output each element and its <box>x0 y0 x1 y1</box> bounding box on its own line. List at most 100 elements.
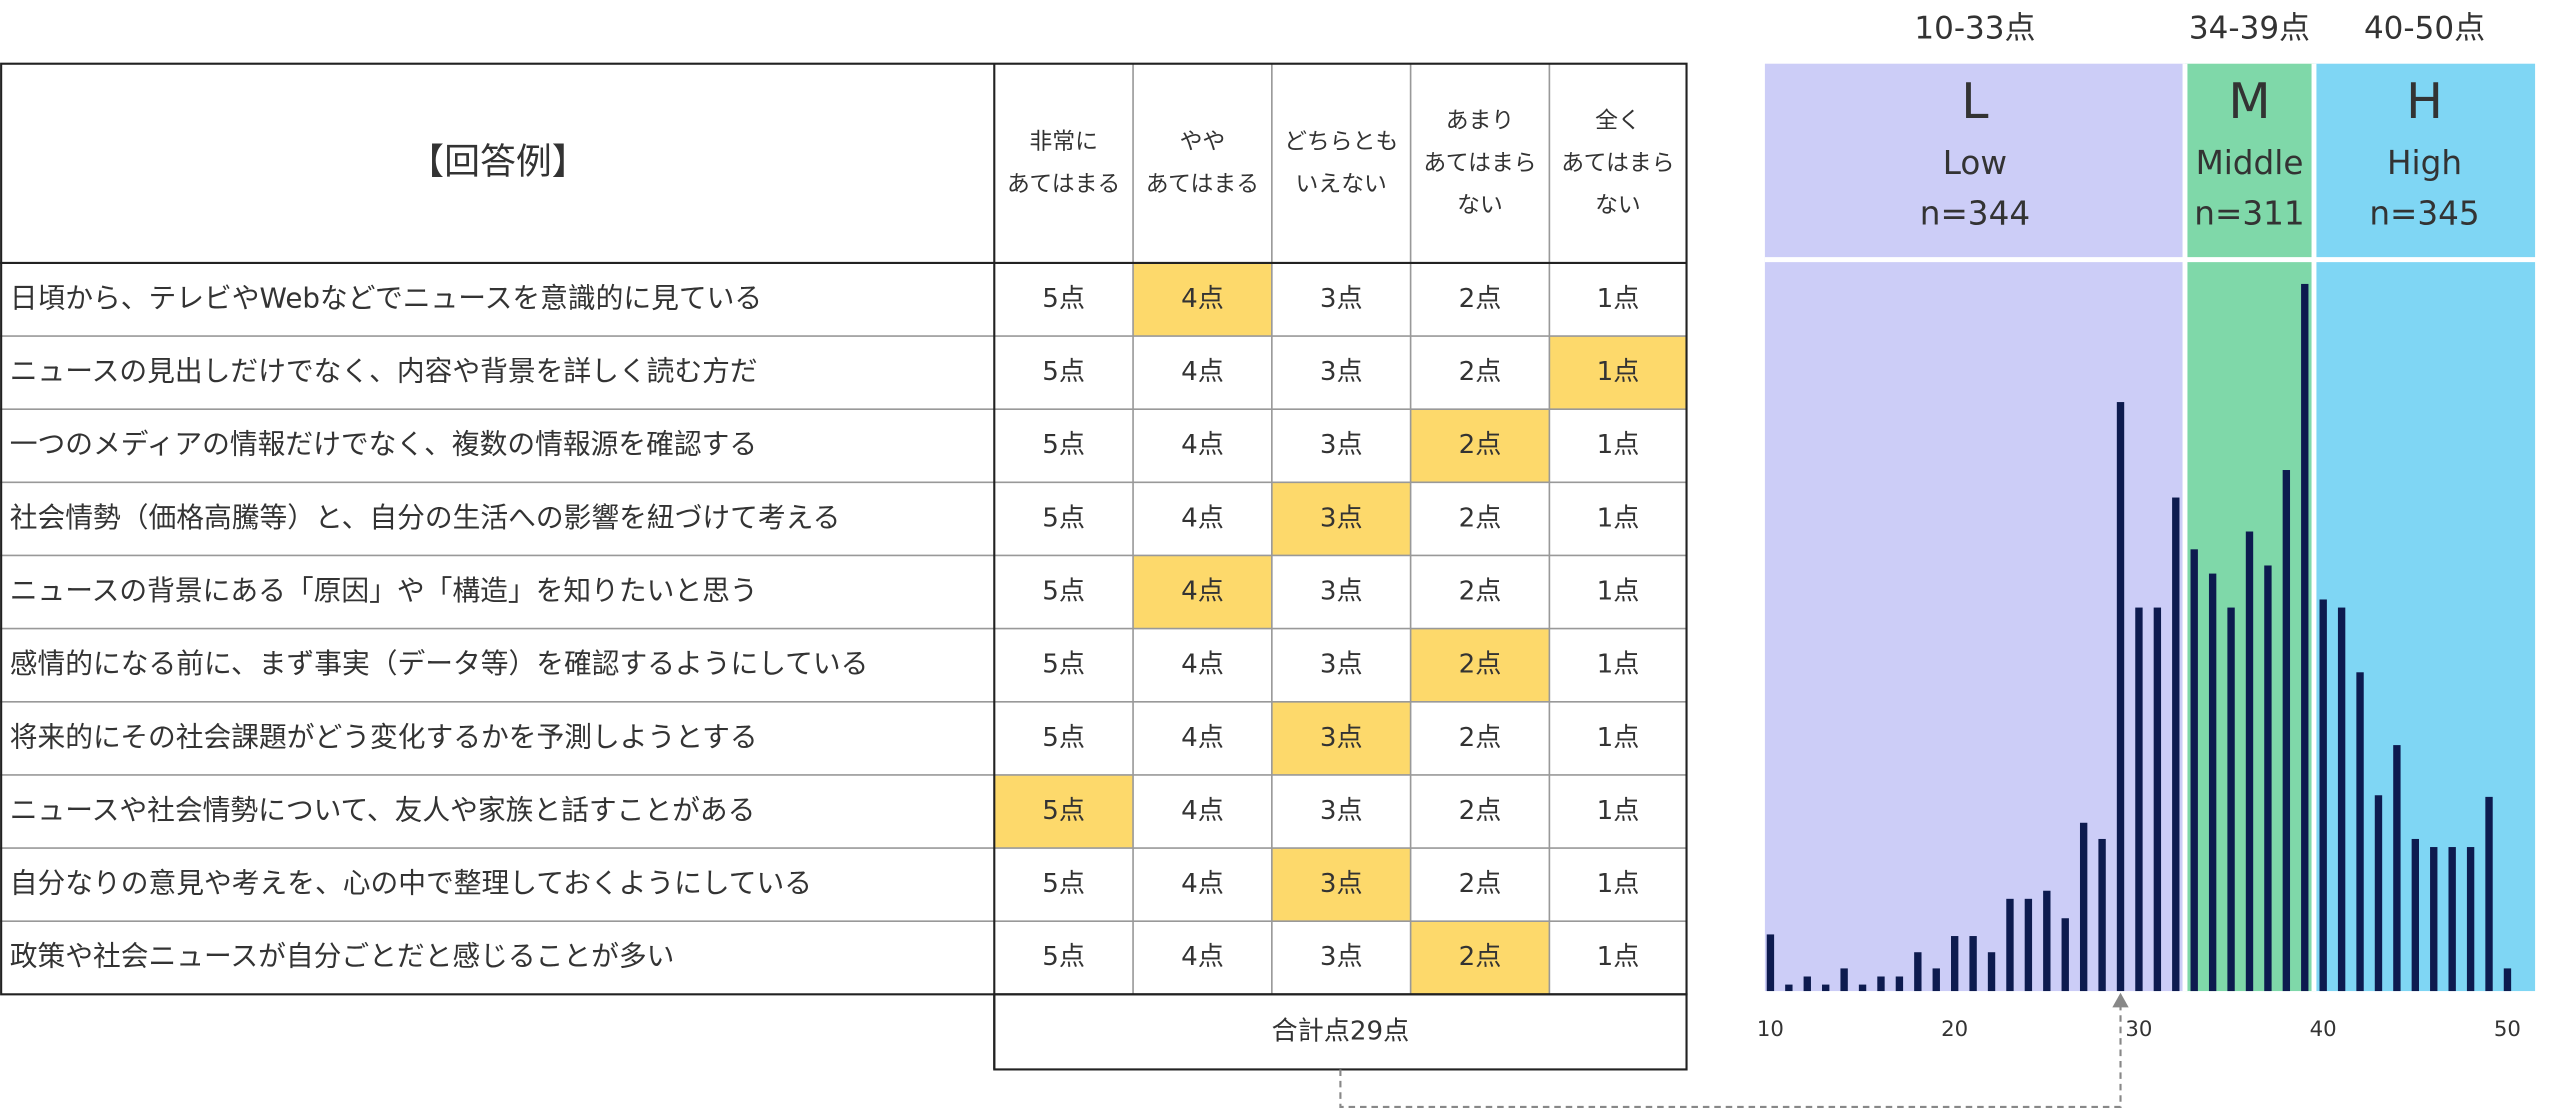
score-cell: 5点 <box>1042 650 1085 680</box>
highlight <box>1271 848 1411 922</box>
band-range: 34-39点 <box>2189 10 2310 46</box>
score-cell: 2点 <box>1459 796 1502 826</box>
score-cell: 2点 <box>1459 430 1502 460</box>
x-tick-label: 20 <box>1941 1017 1968 1042</box>
table-title: 【回答例】 <box>408 141 588 182</box>
bar <box>2301 283 2309 992</box>
column-header: あまりあてはまらない <box>1423 107 1536 218</box>
bar <box>2024 898 2033 992</box>
score-cell: 1点 <box>1597 723 1640 753</box>
bar <box>1895 976 1904 992</box>
bar <box>1785 984 1793 992</box>
score-cell: 3点 <box>1320 796 1363 826</box>
bar <box>2135 607 2143 992</box>
score-cell: 5点 <box>1042 430 1085 460</box>
bar <box>1803 976 1811 992</box>
highlight <box>1133 262 1272 337</box>
band <box>1764 63 2186 992</box>
highlight <box>1271 701 1411 775</box>
score-cell: 5点 <box>1042 942 1085 972</box>
highlight <box>1549 336 1687 410</box>
bar <box>2006 898 2014 992</box>
score-cell: 4点 <box>1181 503 1224 533</box>
score-cell: 3点 <box>1320 503 1363 533</box>
score-cell: 5点 <box>1042 869 1085 899</box>
bar <box>2485 796 2493 992</box>
score-cell: 5点 <box>1042 503 1085 533</box>
bar <box>2393 745 2401 992</box>
bar <box>2319 599 2327 992</box>
band-n: n=344 <box>1920 195 2030 233</box>
x-tick-label: 50 <box>2494 1017 2521 1042</box>
score-cell: 2点 <box>1459 284 1502 314</box>
bar <box>2116 402 2125 992</box>
score-cell: 5点 <box>1042 577 1085 607</box>
score-cell: 4点 <box>1181 577 1224 607</box>
score-cell: 4点 <box>1181 796 1224 826</box>
bar <box>2356 672 2364 992</box>
score-cell: 3点 <box>1320 723 1363 753</box>
band-n: n=345 <box>2369 195 2479 233</box>
bar <box>2374 795 2383 992</box>
band-n: n=311 <box>2194 195 2304 233</box>
table-border <box>0 62 1688 996</box>
bar <box>1822 984 1830 992</box>
bar <box>2411 838 2420 992</box>
bar <box>2208 573 2217 992</box>
score-cell: 5点 <box>1042 357 1085 387</box>
score-cell: 2点 <box>1459 650 1502 680</box>
score-cell: 2点 <box>1459 503 1502 533</box>
question: 自分なりの意見や考えを、心の中で整理しておくようにしている <box>10 867 812 900</box>
score-cell: 1点 <box>1597 430 1640 460</box>
question: ニュースの見出しだけでなく、内容や背景を詳しく読む方だ <box>10 355 758 388</box>
bar <box>2245 531 2254 992</box>
score-cell: 4点 <box>1181 869 1224 899</box>
bar <box>1877 976 1885 992</box>
score-cell: 1点 <box>1597 650 1640 680</box>
score-cell: 2点 <box>1459 723 1502 753</box>
score-cell: 2点 <box>1459 357 1502 387</box>
highlight <box>1410 921 1550 995</box>
question: ニュースの背景にある「原因」や「構造」を知りたいと思う <box>10 574 758 607</box>
band-letter: M <box>2228 73 2270 130</box>
bar <box>2264 565 2272 992</box>
score-cell: 1点 <box>1597 942 1640 972</box>
score-cell: 3点 <box>1320 650 1363 680</box>
score-cell: 2点 <box>1459 942 1502 972</box>
bar <box>1840 968 1848 992</box>
bar <box>1858 984 1867 992</box>
bar <box>1969 936 1977 992</box>
band-range: 10-33点 <box>1914 10 2035 46</box>
question: 政策や社会ニュースが自分ごとだと感じることが多い <box>10 940 675 973</box>
score-cell: 5点 <box>1042 723 1085 753</box>
x-tick-label: 30 <box>2125 1017 2152 1042</box>
score-cell: 4点 <box>1181 942 1224 972</box>
x-tick-label: 40 <box>2310 1017 2337 1042</box>
band-name: Low <box>1943 144 2007 182</box>
bar <box>2098 838 2106 992</box>
column-header: ややあてはまる <box>1146 129 1259 197</box>
question: 将来的にその社会課題がどう変化するかを予測しようとする <box>10 720 758 753</box>
highlight <box>1410 628 1550 702</box>
question: 感情的になる前に、まず事実（データ等）を確認するようにしている <box>10 647 869 680</box>
score-cell: 2点 <box>1459 869 1502 899</box>
bar <box>2190 549 2198 992</box>
question: 社会情勢（価格高騰等）と、自分の生活への影響を紐づけて考える <box>10 501 841 534</box>
table: 【回答例】 非常にあてはまるややあてはまるどちらともいえないあまりあてはまらない全… <box>0 62 1688 1071</box>
score-cell: 3点 <box>1320 430 1363 460</box>
score-cell: 4点 <box>1181 650 1224 680</box>
bar <box>2503 968 2512 992</box>
score-cell: 3点 <box>1320 577 1363 607</box>
column-header: 非常にあてはまる <box>1007 129 1120 197</box>
band-name: High <box>2387 144 2462 182</box>
score-cell: 5点 <box>1042 796 1085 826</box>
bar <box>2430 847 2438 992</box>
question: 日頃から、テレビやWebなどでニュースを意識的に見ている <box>10 281 762 314</box>
question: ニュースや社会情勢について、友人や家族と話すことがある <box>10 793 756 826</box>
score-cell: 3点 <box>1320 284 1363 314</box>
bar <box>2282 470 2291 992</box>
score-cell: 5点 <box>1042 284 1085 314</box>
score-cell: 1点 <box>1597 503 1640 533</box>
band <box>2313 63 2536 992</box>
